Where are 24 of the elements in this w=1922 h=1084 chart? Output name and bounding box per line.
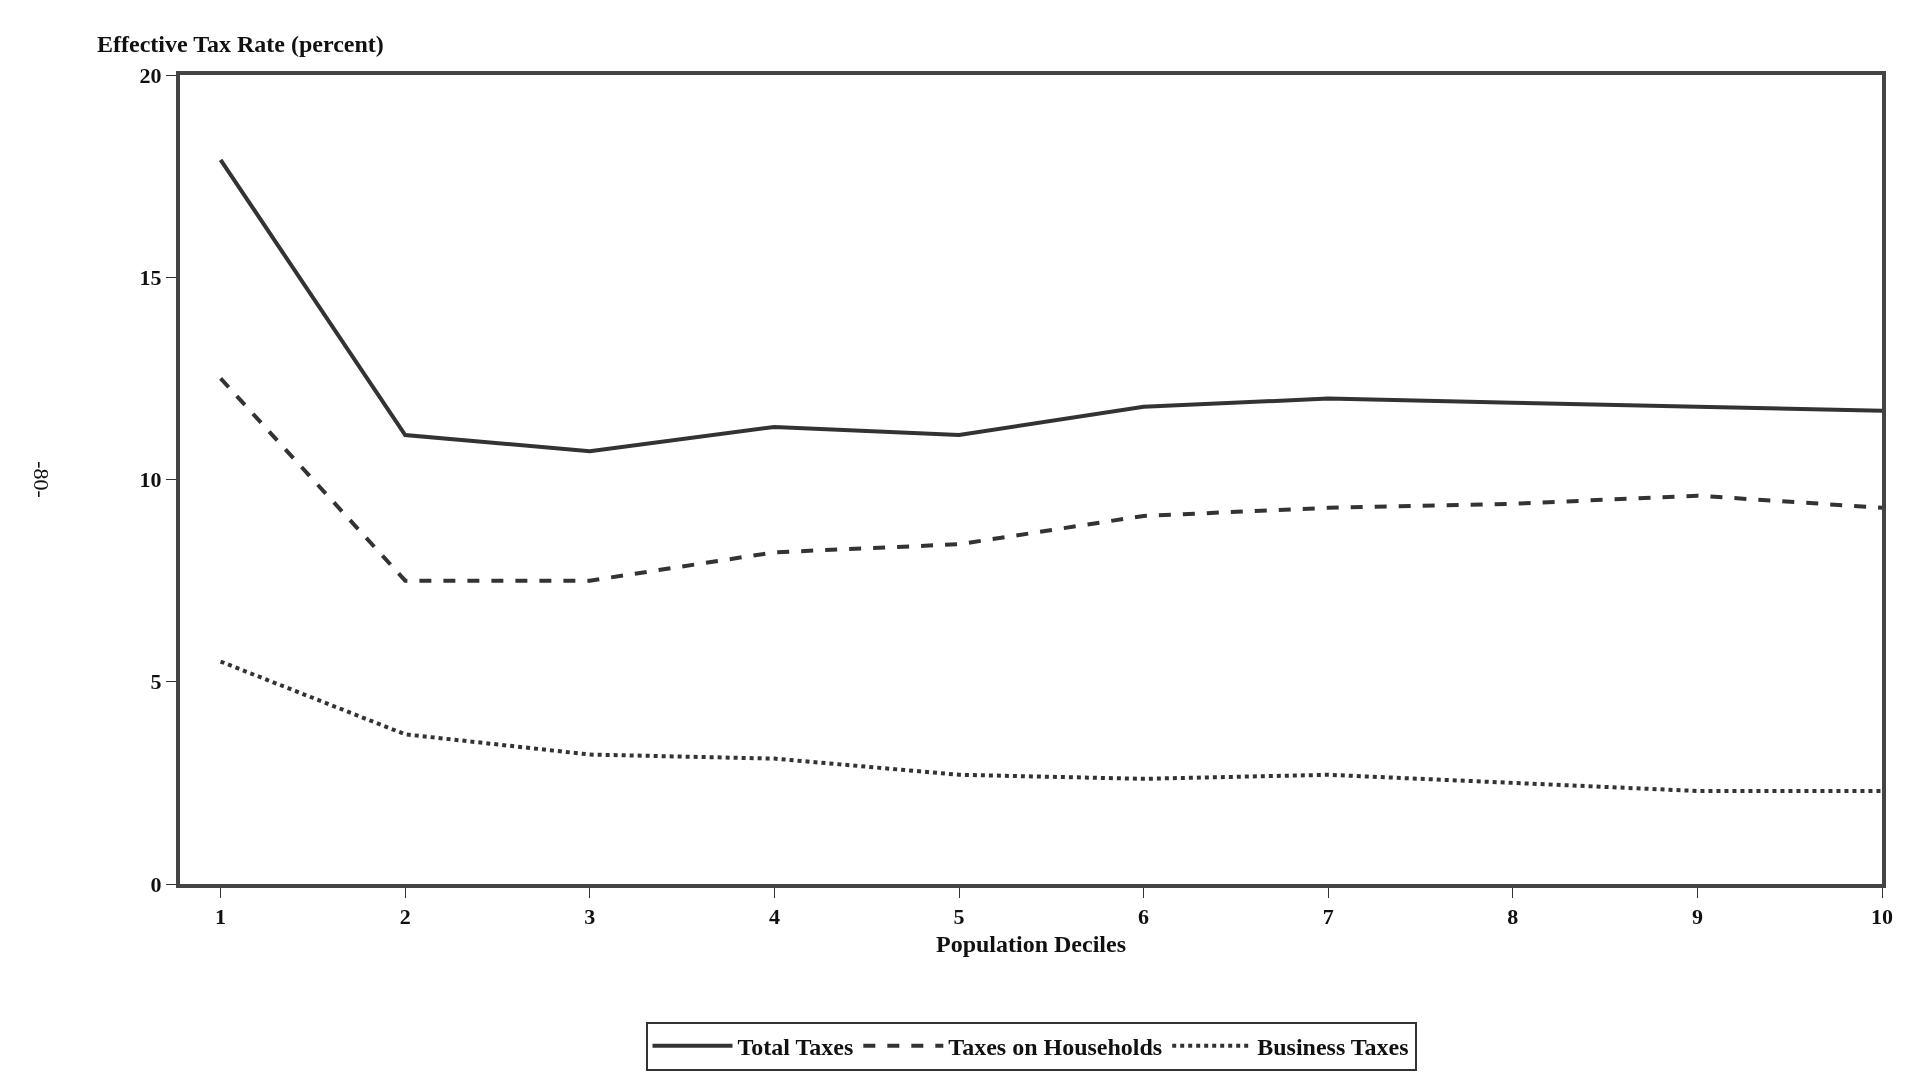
legend-label: Business Taxes xyxy=(1257,1033,1409,1060)
x-tick-label: 5 xyxy=(953,904,965,930)
x-tick-label: 2 xyxy=(399,904,411,930)
x-tick-label: 4 xyxy=(768,904,780,930)
x-tick-label: 1 xyxy=(215,904,227,930)
line-series xyxy=(218,376,1882,583)
text: -80- xyxy=(28,461,54,498)
y-tick-label: 10 xyxy=(139,467,162,493)
x-tick-label: 6 xyxy=(1138,904,1150,930)
x-tick-label: 7 xyxy=(1322,904,1334,930)
y-tick-label: 0 xyxy=(150,871,162,897)
y-tick-label: 20 xyxy=(139,62,162,88)
x-tick-label: 8 xyxy=(1507,904,1519,930)
x-tick-label: 10 xyxy=(1871,904,1893,930)
legend-label: Total Taxes xyxy=(737,1033,854,1060)
x-tick-label: 9 xyxy=(1691,904,1703,930)
y-axis-title: Effective Tax Rate (percent) xyxy=(97,31,384,57)
y-tick-label: 5 xyxy=(150,669,162,695)
x-tick-label: 3 xyxy=(584,904,596,930)
x-axis-title: Population Deciles xyxy=(936,931,1126,958)
legend-label: Taxes on Households xyxy=(948,1033,1163,1060)
line-series xyxy=(218,157,1882,454)
y-tick-label: 15 xyxy=(139,264,162,290)
line-series xyxy=(218,659,1882,793)
